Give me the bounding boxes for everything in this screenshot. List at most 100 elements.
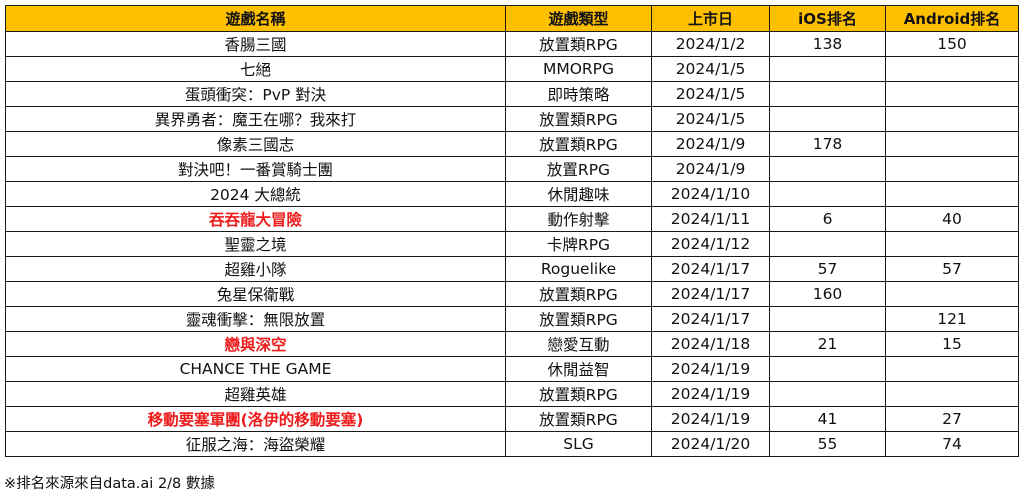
table-row: 蛋頭衝突：PvP 對決 即時策略 2024/1/5	[5, 81, 1019, 107]
game-genre-cell: Roguelike	[505, 256, 652, 282]
game-genre-cell: SLG	[505, 431, 652, 457]
ios-rank-cell	[769, 106, 886, 132]
release-date-cell: 2024/1/12	[651, 231, 770, 257]
game-genre-cell: 放置類RPG	[505, 106, 652, 132]
table-header-row: 遊戲名稱 遊戲類型 上市日 iOS排名 Android排名	[5, 5, 1019, 32]
release-date-cell: 2024/1/20	[651, 431, 770, 457]
table-row: 香腸三國 放置類RPG 2024/1/2 138 150	[5, 31, 1019, 57]
game-name-cell: 七絕	[5, 56, 506, 82]
column-header-name: 遊戲名稱	[5, 5, 506, 32]
game-genre-cell: 放置類RPG	[505, 281, 652, 307]
table-row: 兔星保衛戰 放置類RPG 2024/1/17 160	[5, 281, 1019, 307]
table-row: 異界勇者：魔王在哪？我來打 放置類RPG 2024/1/5	[5, 106, 1019, 132]
column-header-android-rank: Android排名	[885, 5, 1019, 32]
android-rank-cell	[885, 281, 1019, 307]
table-row: 戀與深空 戀愛互動 2024/1/18 21 15	[5, 331, 1019, 357]
game-genre-cell: 卡牌RPG	[505, 231, 652, 257]
column-header-release-date: 上市日	[651, 5, 770, 32]
ios-rank-cell: 21	[769, 331, 886, 357]
release-date-cell: 2024/1/10	[651, 181, 770, 207]
ios-rank-cell	[769, 81, 886, 107]
android-rank-cell	[885, 156, 1019, 182]
release-date-cell: 2024/1/17	[651, 256, 770, 282]
android-rank-cell: 40	[885, 206, 1019, 232]
table-row: 吞吞龍大冒險 動作射擊 2024/1/11 6 40	[5, 206, 1019, 232]
ios-rank-cell	[769, 231, 886, 257]
release-date-cell: 2024/1/2	[651, 31, 770, 57]
android-rank-cell: 27	[885, 406, 1019, 432]
release-date-cell: 2024/1/19	[651, 356, 770, 382]
game-genre-cell: MMORPG	[505, 56, 652, 82]
game-release-table: 遊戲名稱 遊戲類型 上市日 iOS排名 Android排名 香腸三國 放置類RPG…	[5, 5, 1019, 457]
game-genre-cell: 即時策略	[505, 81, 652, 107]
game-genre-cell: 放置RPG	[505, 156, 652, 182]
android-rank-cell	[885, 381, 1019, 407]
ios-rank-cell: 138	[769, 31, 886, 57]
game-name-cell: 靈魂衝擊：無限放置	[5, 306, 506, 332]
android-rank-cell: 57	[885, 256, 1019, 282]
release-date-cell: 2024/1/9	[651, 131, 770, 157]
table-row: 對決吧！一番賞騎士團 放置RPG 2024/1/9	[5, 156, 1019, 182]
release-date-cell: 2024/1/5	[651, 56, 770, 82]
release-date-cell: 2024/1/9	[651, 156, 770, 182]
table-row: 超雞英雄 放置類RPG 2024/1/19	[5, 381, 1019, 407]
game-genre-cell: 休閒益智	[505, 356, 652, 382]
ios-rank-cell	[769, 356, 886, 382]
game-genre-cell: 放置類RPG	[505, 306, 652, 332]
ios-rank-cell	[769, 56, 886, 82]
ios-rank-cell: 57	[769, 256, 886, 282]
ios-rank-cell	[769, 381, 886, 407]
release-date-cell: 2024/1/18	[651, 331, 770, 357]
table-row: 像素三國志 放置類RPG 2024/1/9 178	[5, 131, 1019, 157]
game-name-cell: 像素三國志	[5, 131, 506, 157]
game-name-cell: 吞吞龍大冒險	[5, 206, 506, 232]
release-date-cell: 2024/1/5	[651, 106, 770, 132]
release-date-cell: 2024/1/5	[651, 81, 770, 107]
game-genre-cell: 戀愛互動	[505, 331, 652, 357]
column-header-ios-rank: iOS排名	[769, 5, 886, 32]
android-rank-cell: 15	[885, 331, 1019, 357]
ios-rank-cell: 41	[769, 406, 886, 432]
game-name-cell: 香腸三國	[5, 31, 506, 57]
android-rank-cell	[885, 181, 1019, 207]
ios-rank-cell	[769, 156, 886, 182]
table-row: CHANCE THE GAME 休閒益智 2024/1/19	[5, 356, 1019, 382]
android-rank-cell	[885, 131, 1019, 157]
release-date-cell: 2024/1/19	[651, 381, 770, 407]
footnote: ※排名來源來自data.ai 2/8 數據	[4, 476, 215, 492]
release-date-cell: 2024/1/17	[651, 281, 770, 307]
game-name-cell: 蛋頭衝突：PvP 對決	[5, 81, 506, 107]
game-name-cell: 兔星保衛戰	[5, 281, 506, 307]
table-row: 靈魂衝擊：無限放置 放置類RPG 2024/1/17 121	[5, 306, 1019, 332]
game-name-cell: 對決吧！一番賞騎士團	[5, 156, 506, 182]
game-name-cell: 超雞小隊	[5, 256, 506, 282]
android-rank-cell: 150	[885, 31, 1019, 57]
ios-rank-cell: 6	[769, 206, 886, 232]
android-rank-cell	[885, 56, 1019, 82]
ios-rank-cell	[769, 181, 886, 207]
table-row: 移動要塞軍團(洛伊的移動要塞) 放置類RPG 2024/1/19 41 27	[5, 406, 1019, 432]
game-name-cell: 聖靈之境	[5, 231, 506, 257]
android-rank-cell: 74	[885, 431, 1019, 457]
android-rank-cell	[885, 81, 1019, 107]
table-row: 七絕 MMORPG 2024/1/5	[5, 56, 1019, 82]
game-genre-cell: 休閒趣味	[505, 181, 652, 207]
game-name-cell: 異界勇者：魔王在哪？我來打	[5, 106, 506, 132]
ios-rank-cell	[769, 306, 886, 332]
ios-rank-cell: 160	[769, 281, 886, 307]
game-name-cell: 征服之海：海盜榮耀	[5, 431, 506, 457]
android-rank-cell: 121	[885, 306, 1019, 332]
game-name-cell: 移動要塞軍團(洛伊的移動要塞)	[5, 406, 506, 432]
game-name-cell: CHANCE THE GAME	[5, 356, 506, 382]
table-row: 聖靈之境 卡牌RPG 2024/1/12	[5, 231, 1019, 257]
release-date-cell: 2024/1/11	[651, 206, 770, 232]
game-genre-cell: 動作射擊	[505, 206, 652, 232]
android-rank-cell	[885, 231, 1019, 257]
game-name-cell: 2024 大總統	[5, 181, 506, 207]
game-name-cell: 戀與深空	[5, 331, 506, 357]
game-genre-cell: 放置類RPG	[505, 406, 652, 432]
game-genre-cell: 放置類RPG	[505, 381, 652, 407]
release-date-cell: 2024/1/19	[651, 406, 770, 432]
release-date-cell: 2024/1/17	[651, 306, 770, 332]
